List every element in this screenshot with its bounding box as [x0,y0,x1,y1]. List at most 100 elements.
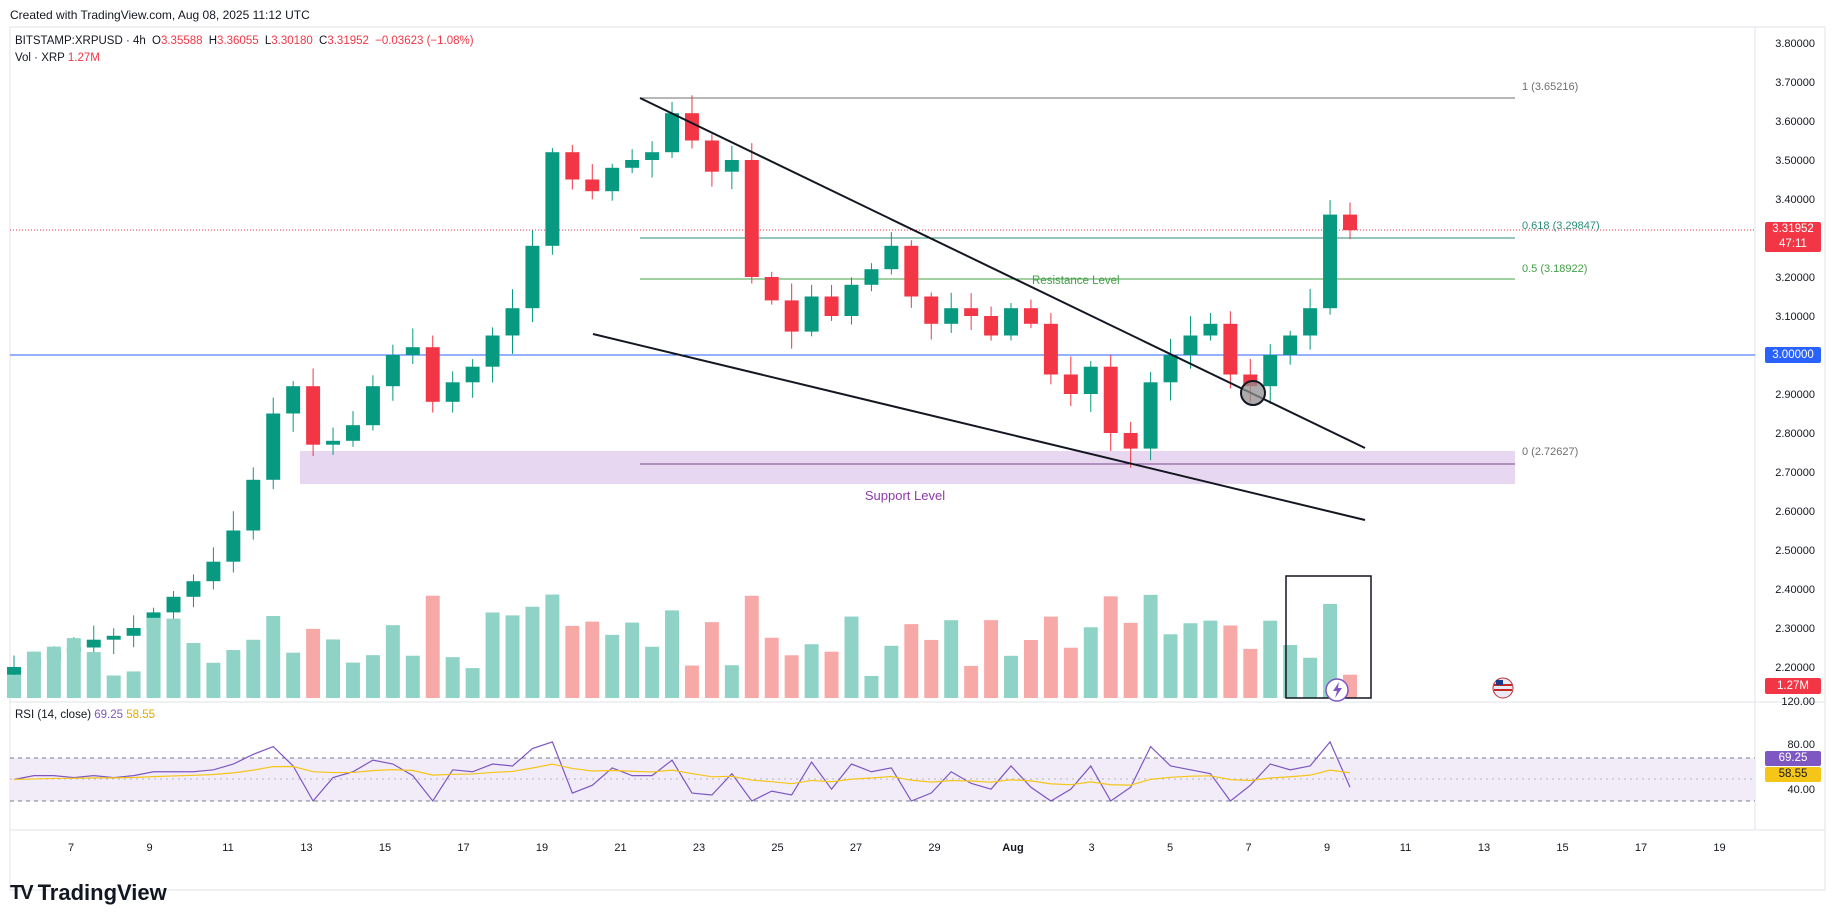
brand-name: TradingView [37,880,167,905]
volume-bar [744,595,759,698]
volume-bar [226,650,241,698]
price-tick-label: 2.20000 [1775,662,1815,674]
time-tick-label: 15 [1556,842,1568,854]
candle-body [1043,323,1058,375]
candle-body [904,245,919,297]
resistance-level-label: Resistance Level [1032,275,1120,287]
volume-bar [86,652,101,698]
candle-body [984,316,999,336]
candle-body [744,160,759,277]
volume-bar [1004,655,1018,698]
rsi-tick-label: 40.00 [1787,784,1815,796]
support-level-label: Support Level [865,488,945,503]
candle-body [226,530,241,562]
volume-bar [605,634,620,698]
price-tick-label: 2.70000 [1775,467,1815,479]
volume-bar [485,612,500,698]
candle-body [485,335,500,367]
current-price-value: 3.31952 [1772,223,1814,235]
price-tick-label: 2.60000 [1775,506,1815,518]
time-axis-ticks: 7 9 11 13 15 17 19 21 23 25 27 29 Aug 3 5 7 9 11 13 15 17 19 [68,842,1726,854]
us-flag-icon[interactable] [1492,677,1514,699]
candle-body [445,382,460,402]
volume-bar [445,657,460,698]
low-value: 3.30180 [271,35,313,47]
volume-bar [425,595,440,698]
rsi-ma-line [13,763,1351,786]
change-value: −0.03623 (−1.08%) [375,35,474,47]
candle-body [764,277,779,301]
volume-bar [924,639,939,698]
candle-body [186,581,201,597]
candle-body [266,413,281,480]
volume-bar [704,622,719,698]
candle-body [1023,308,1038,324]
candle-body [565,152,580,180]
volume-bar [306,628,321,698]
candle-body [1063,374,1078,394]
time-tick-label: 7 [68,842,74,854]
volume-bar [784,655,799,698]
volume-bar [1323,603,1338,698]
candle-body [425,347,440,402]
volume-bar [565,625,580,698]
volume-label: Vol · XRP [15,52,65,64]
lightning-icon[interactable] [1325,678,1349,702]
volume-legend: Vol · XRP 1.27M [15,52,100,64]
candle-body [1123,433,1138,449]
price-tick-label: 3.10000 [1775,311,1815,323]
volume-tag: 1.27M [1765,678,1821,694]
candle-body [864,269,879,285]
candle-body [784,300,799,332]
candle-body [86,639,101,648]
low-label: L [264,35,272,47]
candle-body [1163,355,1178,383]
price-tick-label: 3.80000 [1775,38,1815,50]
volume-bar [864,675,879,698]
candle-body [704,140,719,172]
candle-body [1004,308,1018,336]
price-tick-label: 2.90000 [1775,389,1815,401]
rsi-label: RSI (14, close) [15,709,92,721]
tradingview-brand[interactable]: TV TradingView [10,880,167,906]
price-tick-label: 120.00 [1781,696,1815,708]
candle-body [625,160,640,168]
symbol-legend: BITSTAMP:XRPUSD · 4h O3.35588 H3.36055 L… [15,35,474,47]
fib-label-1: 1 (3.65216) [1522,81,1578,93]
candle-body [126,628,141,636]
time-tick-label: 11 [222,842,233,854]
volume-bar [1203,620,1218,698]
price-tick-label: 3.60000 [1775,116,1815,128]
price-tick-label: 3.70000 [1775,77,1815,89]
candle-body [505,308,520,336]
time-tick-label: 19 [1713,842,1725,854]
candle-body [346,425,360,441]
volume-bar [764,637,779,698]
time-tick-label: Aug [1002,842,1023,854]
candle-body [844,284,859,316]
candle-body [7,667,21,675]
volume-bar [286,652,301,698]
volume-bar [884,645,899,698]
volume-bar [106,675,121,698]
volume-bar [1123,622,1138,698]
countdown-value: 47:11 [1779,238,1807,250]
volume-bar [206,662,221,698]
time-tick-label: 11 [1400,842,1411,854]
volume-bar [1083,627,1098,698]
time-tick-label: 23 [693,842,705,854]
time-tick-label: 15 [379,842,391,854]
candle-body [1343,214,1357,231]
time-tick-label: 5 [1167,842,1173,854]
volume-bar [1243,648,1258,698]
time-tick-label: 7 [1245,842,1251,854]
time-tick-label: 9 [146,842,152,854]
high-value: 3.36055 [217,35,259,47]
candle-body [1223,323,1238,375]
volume-bar [1143,594,1158,698]
candle-body [1143,382,1158,449]
price-tick-label: 3.40000 [1775,194,1815,206]
volume-bar [724,665,739,698]
candle-body [465,366,480,383]
